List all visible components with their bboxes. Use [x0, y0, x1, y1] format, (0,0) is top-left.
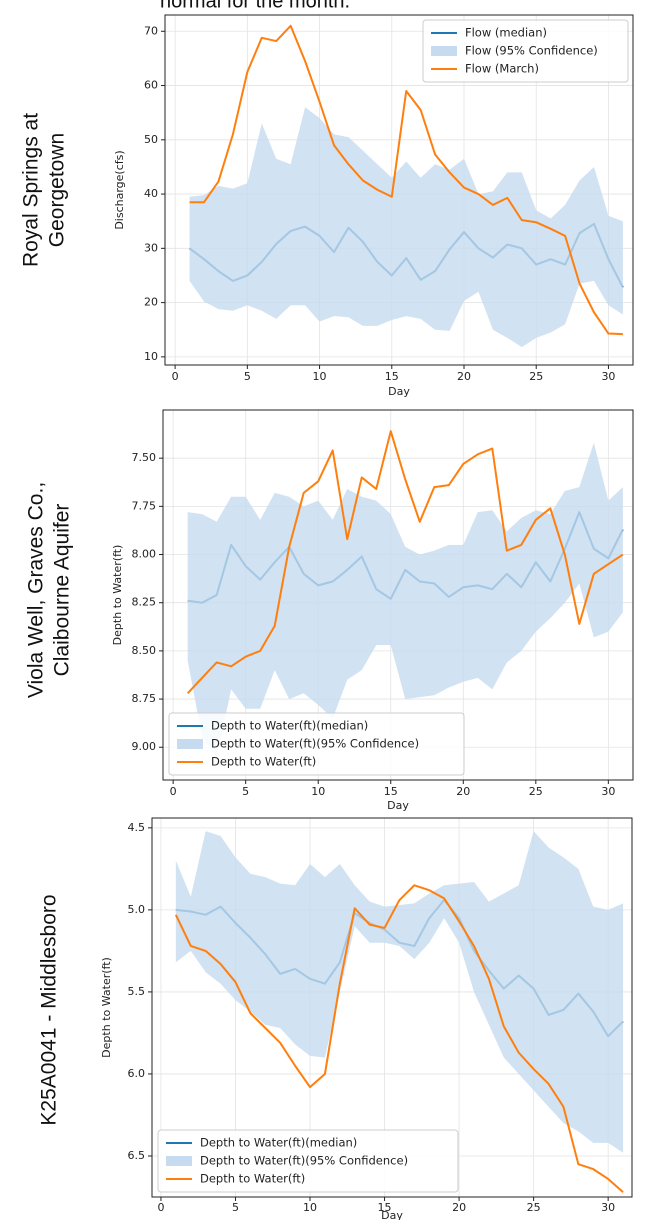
y-tick-label: 5.5 — [128, 985, 146, 998]
series-group — [188, 24, 624, 348]
plot-frame — [151, 817, 633, 1198]
y-tick-label: 60 — [144, 79, 158, 92]
x-tick-label: 10 — [311, 785, 325, 798]
x-tick-label: 0 — [170, 785, 177, 798]
confidence-band — [189, 107, 623, 348]
y-axis-label: Depth to Water(ft) — [100, 957, 113, 1058]
y-tick-label: 8.50 — [132, 644, 157, 657]
legend-swatch — [431, 46, 457, 56]
legend-label: Flow (median) — [465, 26, 547, 40]
y-tick-label: 5.0 — [128, 903, 146, 916]
x-tick-label: 25 — [527, 1201, 541, 1214]
x-tick-label: 20 — [457, 370, 471, 383]
y-tick-label: 70 — [144, 24, 158, 37]
legend-label: Depth to Water(ft)(median) — [211, 719, 368, 733]
series-group — [186, 430, 624, 757]
y-tick-label: 40 — [144, 187, 158, 200]
legend-box — [168, 712, 465, 776]
series-line — [189, 24, 623, 336]
legend-label: Depth to Water(ft) — [211, 755, 316, 769]
side-label: Georgetown — [46, 133, 69, 247]
x-tick-label: 0 — [157, 1201, 164, 1214]
cut-heading: normal for the month. — [160, 0, 350, 12]
x-tick-label: 5 — [244, 370, 251, 383]
series-group — [174, 831, 624, 1193]
x-tick-label: 30 — [601, 370, 615, 383]
y-tick-label: 7.50 — [132, 451, 157, 464]
legend-box — [157, 1129, 459, 1193]
legend-label: Depth to Water(ft) — [200, 1172, 305, 1186]
x-tick-label: 5 — [232, 1201, 239, 1214]
side-label: Claibourne Aquifer — [51, 504, 74, 677]
confidence-band — [175, 831, 624, 1153]
x-tick-label: 15 — [385, 370, 399, 383]
y-tick-label: 6.5 — [128, 1149, 146, 1162]
legend-label: Flow (March) — [465, 62, 539, 76]
legend-swatch — [177, 739, 203, 749]
legend-label: Depth to Water(ft)(median) — [200, 1136, 357, 1150]
plot-frame — [162, 409, 634, 781]
x-tick-label: 25 — [529, 785, 543, 798]
legend-box — [422, 19, 629, 83]
x-tick-label: 15 — [378, 1201, 392, 1214]
x-tick-label: 5 — [242, 785, 249, 798]
x-tick-label: 30 — [601, 1201, 615, 1214]
x-axis-label: Day — [388, 385, 410, 398]
side-label: K25A0041 - Middlesboro — [38, 894, 61, 1125]
x-tick-label: 10 — [313, 370, 327, 383]
x-tick-label: 10 — [303, 1201, 317, 1214]
x-axis-label: Day — [381, 1209, 403, 1220]
y-tick-label: 8.25 — [132, 596, 157, 609]
legend-label: Flow (95% Confidence) — [465, 44, 598, 58]
legend-label: Depth to Water(ft)(95% Confidence) — [200, 1154, 408, 1168]
series-line — [174, 884, 624, 1193]
y-tick-label: 7.75 — [132, 499, 157, 512]
x-tick-label: 25 — [529, 370, 543, 383]
x-tick-label: 20 — [456, 785, 470, 798]
y-axis-label: Discharge(cfs) — [113, 150, 126, 229]
y-tick-label: 20 — [144, 296, 158, 309]
x-tick-label: 20 — [452, 1201, 466, 1214]
y-tick-label: 30 — [144, 241, 158, 254]
side-label: Viola Well, Graves Co., — [25, 482, 48, 698]
y-tick-label: 6.0 — [128, 1067, 146, 1080]
y-axis-label: Depth to Water(ft) — [111, 545, 124, 646]
y-tick-label: 8.00 — [132, 548, 157, 561]
y-tick-label: 4.5 — [128, 821, 146, 834]
legend-label: Depth to Water(ft)(95% Confidence) — [211, 737, 419, 751]
plot-frame — [164, 14, 634, 366]
x-tick-label: 0 — [172, 370, 179, 383]
y-tick-label: 50 — [144, 133, 158, 146]
side-label: Royal Springs at — [20, 113, 43, 267]
x-tick-label: 15 — [384, 785, 398, 798]
series-line — [186, 430, 624, 694]
x-tick-label: 30 — [601, 785, 615, 798]
x-axis-label: Day — [387, 799, 409, 812]
y-tick-label: 8.75 — [132, 692, 157, 705]
y-tick-label: 10 — [144, 350, 158, 363]
legend-swatch — [166, 1156, 192, 1166]
y-tick-label: 9.00 — [132, 740, 157, 753]
